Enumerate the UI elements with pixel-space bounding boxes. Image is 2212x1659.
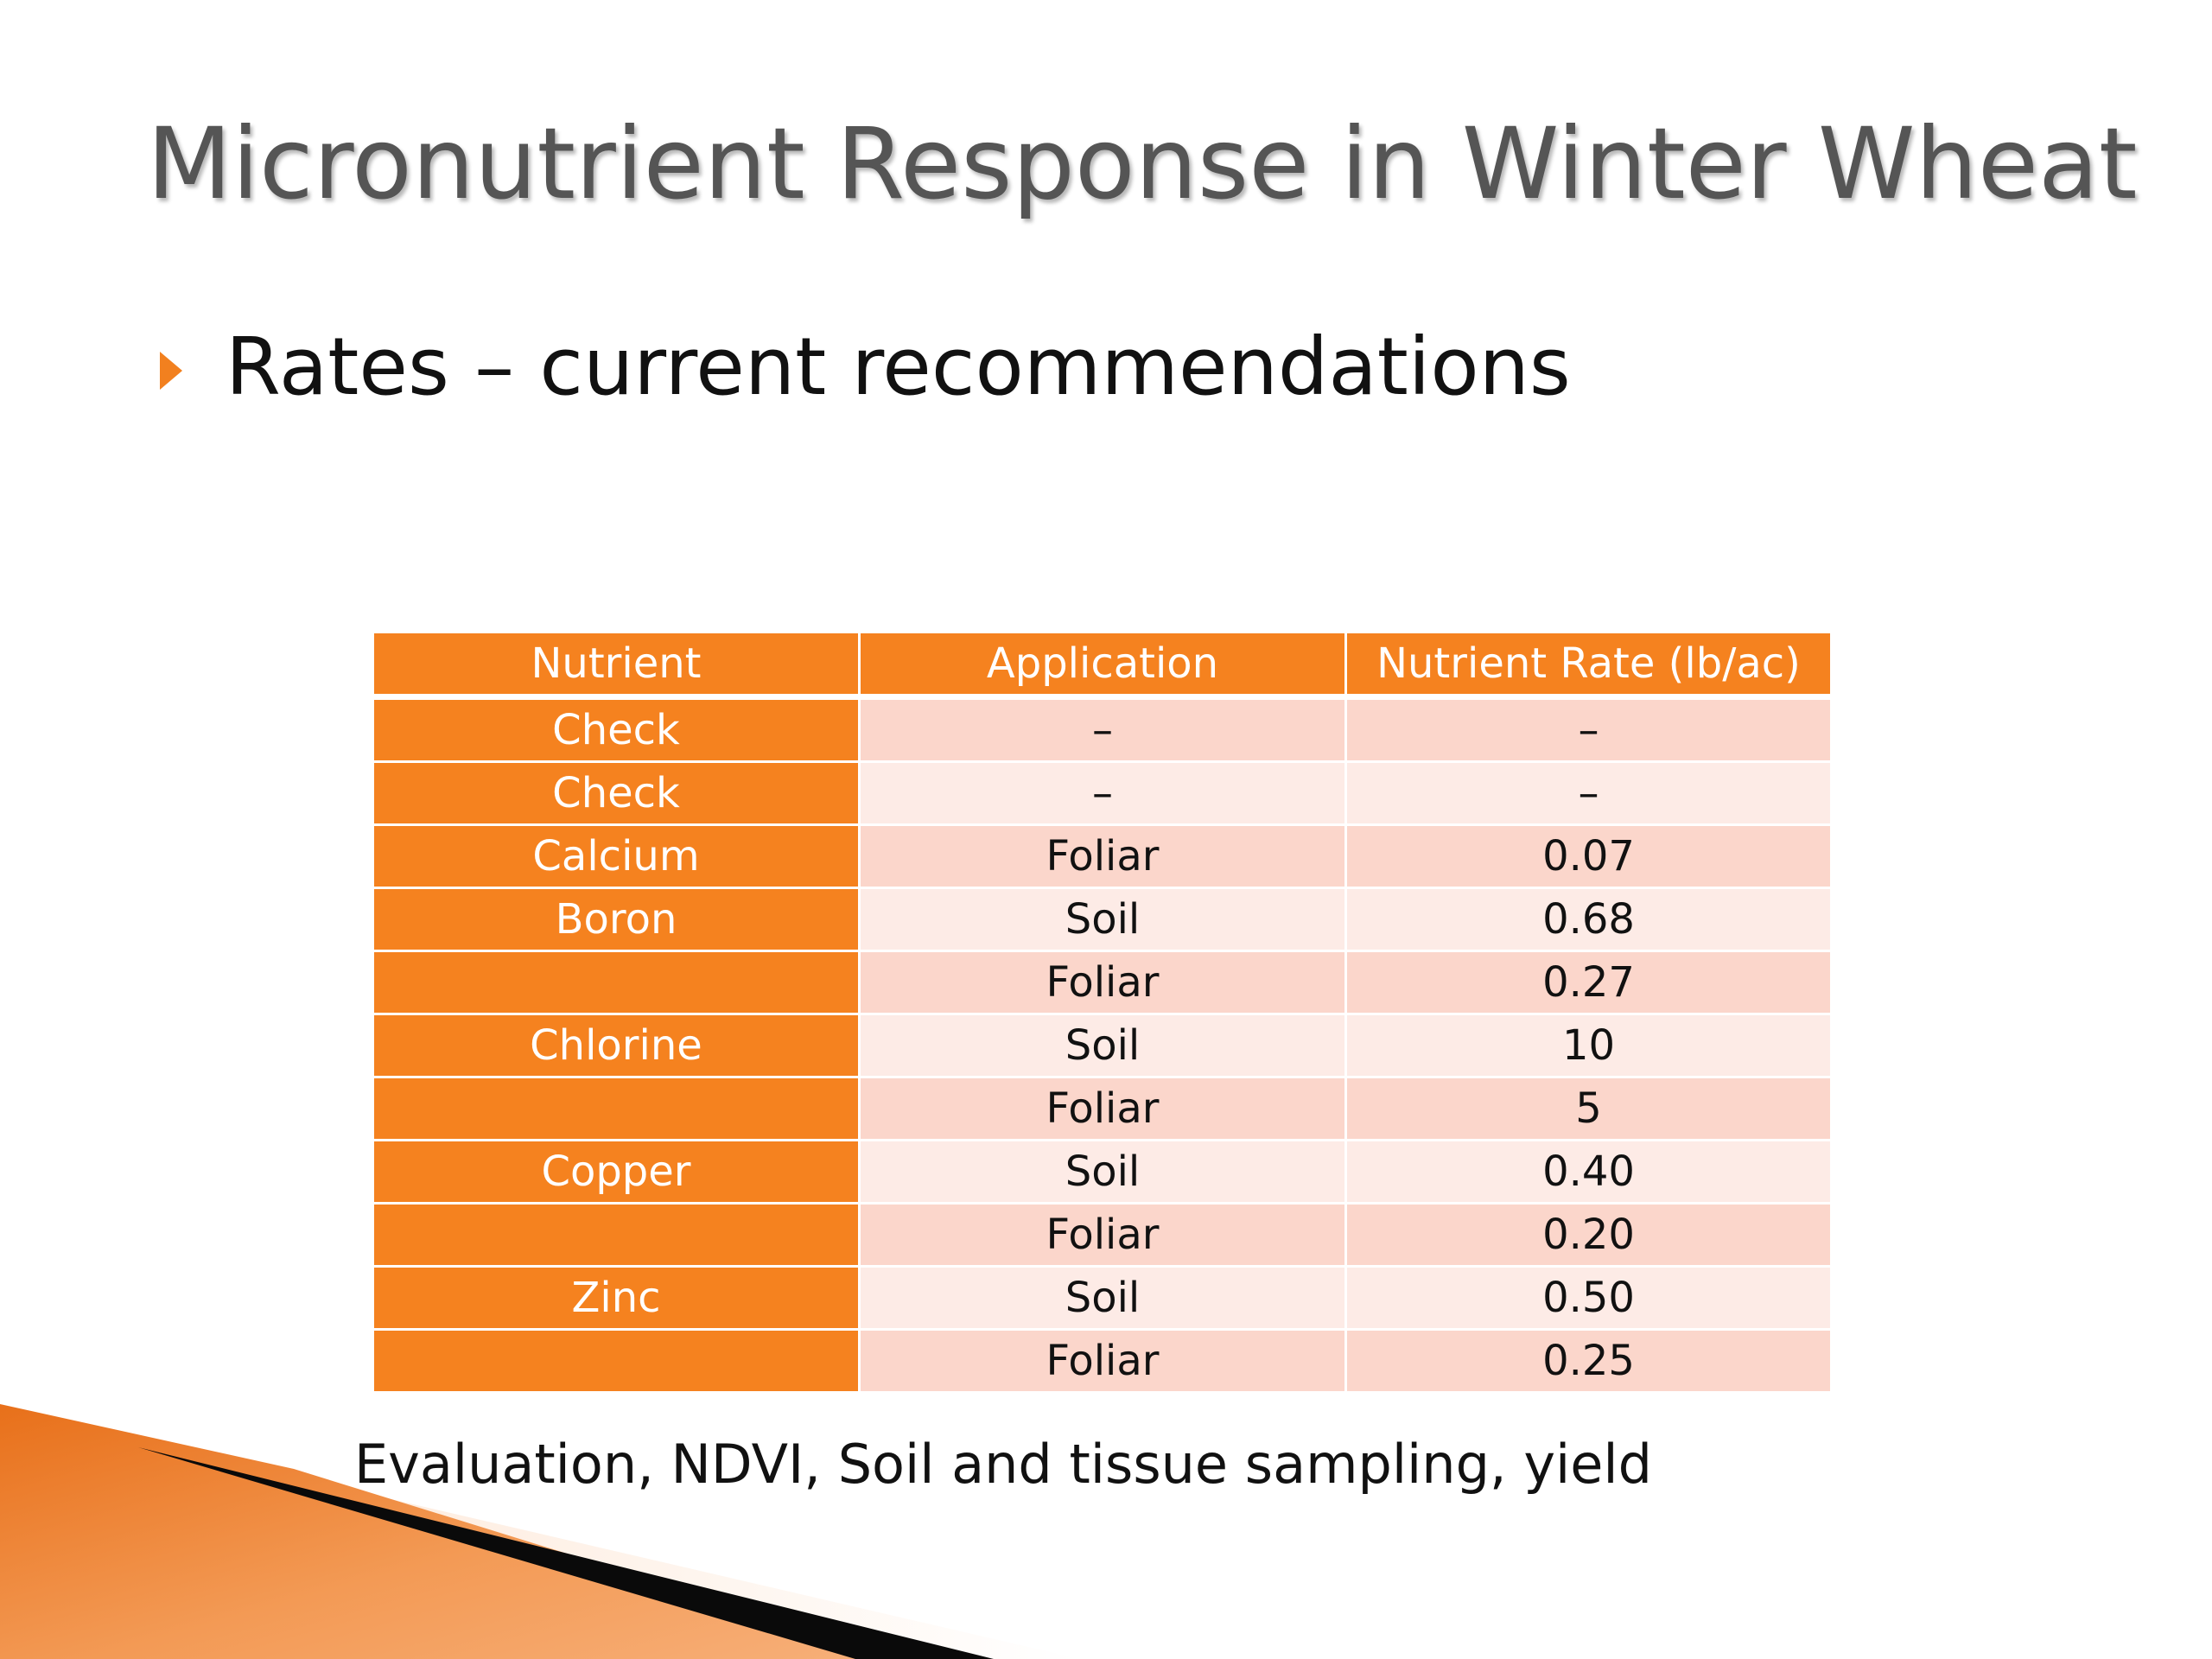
cell-rate: 0.07 [1344, 823, 1833, 889]
cell-rate: – [1344, 696, 1833, 763]
cell-rate: 5 [1344, 1076, 1833, 1141]
cell-application: Soil [858, 1265, 1347, 1331]
cell-rate: 0.40 [1344, 1139, 1833, 1205]
cell-nutrient [372, 1076, 861, 1141]
cell-application: Foliar [858, 823, 1347, 889]
bullet-item: Rates – current recommendations [160, 315, 1571, 419]
table-row: Zinc Soil 0.50 [372, 1265, 1833, 1331]
table-row: Copper Soil 0.40 [372, 1139, 1833, 1205]
cell-nutrient: Check [372, 760, 861, 826]
cell-rate: 10 [1344, 1013, 1833, 1078]
cell-nutrient: Boron [372, 887, 861, 952]
cell-nutrient: Chlorine [372, 1013, 861, 1078]
cell-rate: 0.20 [1344, 1202, 1833, 1268]
cell-rate: – [1344, 760, 1833, 826]
table-row: Boron Soil 0.68 [372, 887, 1833, 952]
cell-rate: 0.50 [1344, 1265, 1833, 1331]
table-row: Check – – [372, 696, 1833, 763]
table-row: Foliar 0.20 [372, 1202, 1833, 1268]
cell-rate: 0.25 [1344, 1328, 1833, 1394]
cell-rate: 0.68 [1344, 887, 1833, 952]
table-row: Chlorine Soil 10 [372, 1013, 1833, 1078]
bullet-text: Rates – current recommendations [226, 321, 1571, 413]
table-row: Foliar 0.27 [372, 950, 1833, 1015]
cell-nutrient: Calcium [372, 823, 861, 889]
footer-text: Evaluation, NDVI, Soil and tissue sampli… [354, 1433, 1652, 1496]
cell-application: Soil [858, 887, 1347, 952]
cell-nutrient [372, 1202, 861, 1268]
cell-nutrient [372, 950, 861, 1015]
cell-nutrient [372, 1328, 861, 1394]
cell-application: Foliar [858, 950, 1347, 1015]
table-row: Calcium Foliar 0.07 [372, 823, 1833, 889]
cell-application: Foliar [858, 1076, 1347, 1141]
cell-rate: 0.27 [1344, 950, 1833, 1015]
cell-nutrient: Copper [372, 1139, 861, 1205]
cell-application: Foliar [858, 1202, 1347, 1268]
cell-nutrient: Zinc [372, 1265, 861, 1331]
rates-table: Nutrient Application Nutrient Rate (lb/a… [372, 631, 1833, 1394]
cell-application: Soil [858, 1013, 1347, 1078]
table-header-row: Nutrient Application Nutrient Rate (lb/a… [372, 631, 1833, 700]
cell-application: – [858, 696, 1347, 763]
header-application: Application [858, 631, 1347, 700]
triangle-bullet-icon [160, 352, 182, 390]
cell-application: – [858, 760, 1347, 826]
slide-title: Micronutrient Response in Winter Wheat [147, 106, 2138, 221]
cell-application: Soil [858, 1139, 1347, 1205]
header-rate: Nutrient Rate (lb/ac) [1344, 631, 1833, 700]
table-row: Foliar 5 [372, 1076, 1833, 1141]
table-row: Check – – [372, 760, 1833, 826]
header-nutrient: Nutrient [372, 631, 861, 700]
table-row: Foliar 0.25 [372, 1328, 1833, 1394]
cell-application: Foliar [858, 1328, 1347, 1394]
cell-nutrient: Check [372, 696, 861, 763]
